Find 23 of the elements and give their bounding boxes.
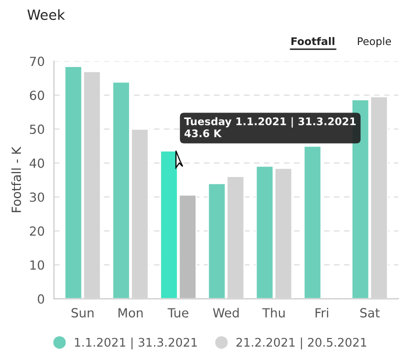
annotation: Tuesday 1.1.2021 | 31.3.2021 43.6 K bbox=[184, 117, 356, 138]
text: People bbox=[358, 37, 391, 48]
y-tick-label: 10 bbox=[30, 260, 44, 270]
y-tick-label: 30 bbox=[30, 192, 44, 202]
x-tick-label: Mon bbox=[118, 308, 143, 318]
y-tick-label: 60 bbox=[30, 90, 44, 100]
x-tick-label: Sat bbox=[360, 308, 380, 318]
y-tick-label: 40 bbox=[30, 158, 44, 168]
chart-title: Week bbox=[27, 9, 65, 20]
y-tick-label: 50 bbox=[30, 124, 44, 134]
legend-label: 21.2.2021 | 20.5.2021 bbox=[236, 338, 366, 350]
y-tick-label: 20 bbox=[30, 226, 44, 236]
text: Footfall bbox=[291, 37, 334, 46]
legend-label: 1.1.2021 | 31.3.2021 bbox=[75, 338, 197, 350]
y-tick-label: 70 bbox=[30, 56, 44, 66]
x-tick-label: Tue bbox=[168, 308, 188, 318]
bar bbox=[303, 145, 322, 299]
x-tick-label: Fri bbox=[316, 308, 328, 318]
x-tick-label: Thu bbox=[262, 308, 285, 318]
y-axis-title: Footfall - K bbox=[11, 146, 22, 212]
y-tick-label: 0 bbox=[38, 294, 44, 304]
x-tick-label: Sun bbox=[72, 308, 94, 318]
x-tick-label: Wed bbox=[212, 308, 239, 318]
